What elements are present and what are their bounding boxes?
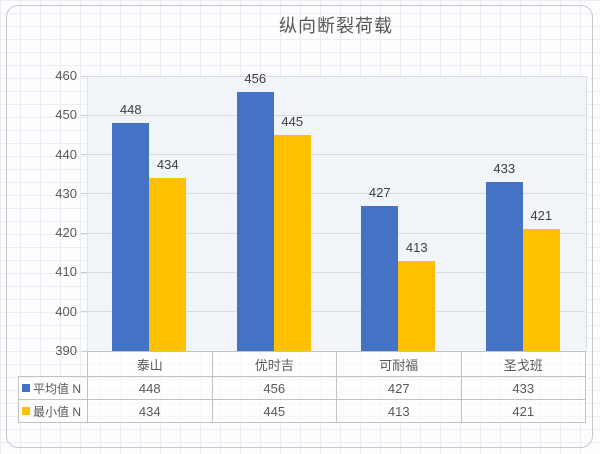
legend-key-icon (22, 407, 30, 416)
y-axis-tick (81, 271, 87, 273)
y-axis-tick (81, 193, 87, 195)
y-tick-label: 400 (55, 303, 77, 319)
gridline (87, 114, 585, 116)
gridline (87, 75, 585, 77)
bar-最小值 N-泰山[interactable] (149, 178, 187, 351)
y-axis-tick (81, 75, 87, 77)
gridline (87, 271, 585, 273)
bar-平均值 N-优时吉[interactable] (236, 91, 274, 351)
y-axis-tick (81, 154, 87, 156)
gridline (87, 154, 585, 156)
gridline (87, 311, 585, 313)
chart-data-table: 泰山 优时吉 可耐福 圣戈班 平均值 N 448 456 427 433 最小值 N 434 445 4… (18, 351, 586, 423)
category-header-cell: 可耐福 (336, 351, 462, 377)
y-tick-label: 390 (55, 343, 77, 358)
category-header-cell: 圣戈班 (460, 351, 586, 377)
bar-最小值 N-可耐福[interactable] (398, 260, 436, 351)
value-cell: 433 (460, 376, 586, 400)
data-label: 434 (156, 157, 179, 173)
data-label: 427 (368, 184, 391, 200)
value-cell: 427 (336, 376, 462, 400)
chart-title: 纵向断裂荷载 (279, 16, 393, 36)
data-label: 413 (405, 239, 428, 255)
bar-平均值 N-圣戈班[interactable] (485, 182, 523, 351)
y-tick-label: 450 (55, 107, 77, 123)
y-tick-label: 460 (55, 68, 77, 83)
data-label: 445 (281, 113, 304, 129)
y-axis-tick (81, 114, 87, 116)
value-cell: 421 (460, 399, 586, 423)
y-tick-label: 420 (55, 225, 77, 241)
bar-平均值 N-可耐福[interactable] (361, 205, 399, 351)
data-label: 421 (530, 208, 553, 224)
bar-最小值 N-优时吉[interactable] (273, 134, 311, 351)
series-legend-cell: 最小值 N (18, 399, 88, 423)
value-cell: 456 (211, 376, 337, 400)
data-label: 433 (493, 161, 516, 177)
y-tick-label: 430 (55, 185, 77, 201)
series-legend-cell: 平均值 N (18, 376, 88, 400)
y-axis-tick (81, 350, 87, 352)
bar-平均值 N-泰山[interactable] (112, 123, 150, 351)
category-header-cell: 优时吉 (211, 351, 337, 377)
chart-object-frame[interactable] (6, 5, 593, 448)
table-blank-corner (19, 352, 88, 377)
gridline (87, 232, 585, 234)
legend-key-icon (22, 384, 30, 393)
gridline (87, 193, 585, 195)
y-axis-tick (81, 311, 87, 313)
value-cell: 413 (336, 399, 462, 423)
value-cell: 448 (87, 376, 213, 400)
data-label: 456 (244, 70, 267, 86)
bar-最小值 N-圣戈班[interactable] (522, 229, 560, 351)
y-axis-tick (81, 232, 87, 234)
y-tick-label: 440 (55, 146, 77, 162)
value-cell: 445 (211, 399, 337, 423)
data-label: 448 (119, 102, 142, 118)
value-cell: 434 (87, 399, 213, 423)
y-tick-label: 410 (55, 264, 77, 280)
category-header-cell: 泰山 (87, 351, 213, 377)
